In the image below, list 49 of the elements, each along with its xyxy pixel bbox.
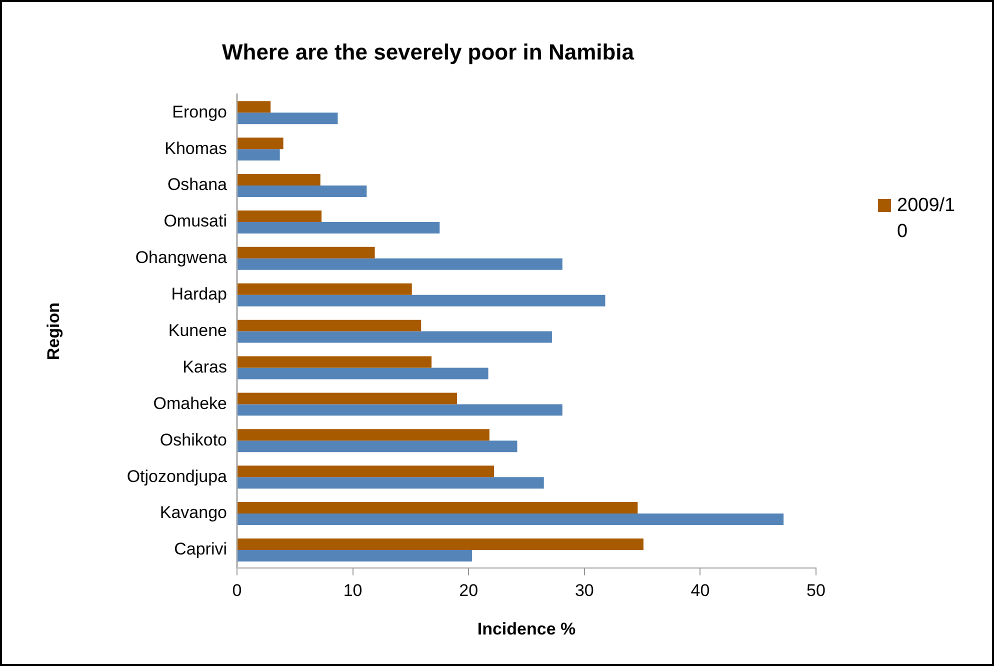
x-tick-label: 20 [459, 581, 478, 600]
y-tick-label: Khomas [164, 138, 227, 158]
y-tick-label: Oshana [167, 175, 228, 194]
y-tick-label: Hardap [171, 284, 227, 304]
x-tick-label: 0 [232, 581, 242, 600]
y-tick-label: Oshikoto [160, 430, 227, 450]
bar [238, 502, 638, 514]
bar [238, 368, 488, 380]
bar [238, 112, 338, 124]
bar [238, 320, 422, 332]
bar [238, 550, 472, 562]
bar [238, 404, 562, 416]
x-tick-label: 40 [690, 581, 710, 600]
bar [238, 392, 458, 404]
x-tick-label: 10 [343, 581, 362, 600]
legend-label: 2009/10 [897, 194, 956, 244]
y-tick-label: Kunene [168, 320, 227, 340]
y-tick-label: Otjozondjupa [126, 466, 228, 486]
bar [238, 294, 606, 306]
bar [238, 138, 284, 150]
bar [238, 356, 432, 368]
x-tick-label: 30 [574, 581, 594, 600]
bar [238, 283, 412, 295]
y-tick-label: Caprivi [174, 540, 227, 559]
bar [238, 258, 562, 270]
bar [238, 246, 375, 258]
bar [238, 514, 784, 526]
y-axis-title: Region [44, 302, 63, 360]
bar [238, 149, 280, 161]
bar [238, 429, 490, 441]
y-tick-label: Karas [182, 357, 227, 376]
bar [238, 331, 552, 343]
bar [238, 174, 320, 186]
bar [238, 210, 322, 222]
bar [238, 440, 518, 452]
y-tick-label: Erongo [172, 102, 227, 122]
chart-title: Where are the severely poor in Namibia [222, 39, 635, 64]
bar [238, 466, 494, 478]
bar [238, 538, 644, 550]
y-tick-label: Ohangwena [135, 248, 228, 268]
bar [238, 101, 271, 113]
y-tick-label: Omusati [164, 212, 227, 231]
y-tick-label: Kavango [160, 503, 227, 522]
x-axis-title: Incidence % [477, 619, 576, 638]
y-tick-label: Omaheke [153, 394, 227, 413]
bar [238, 186, 367, 197]
x-tick-label: 50 [806, 581, 826, 600]
bar [238, 222, 440, 234]
bar [238, 477, 544, 489]
